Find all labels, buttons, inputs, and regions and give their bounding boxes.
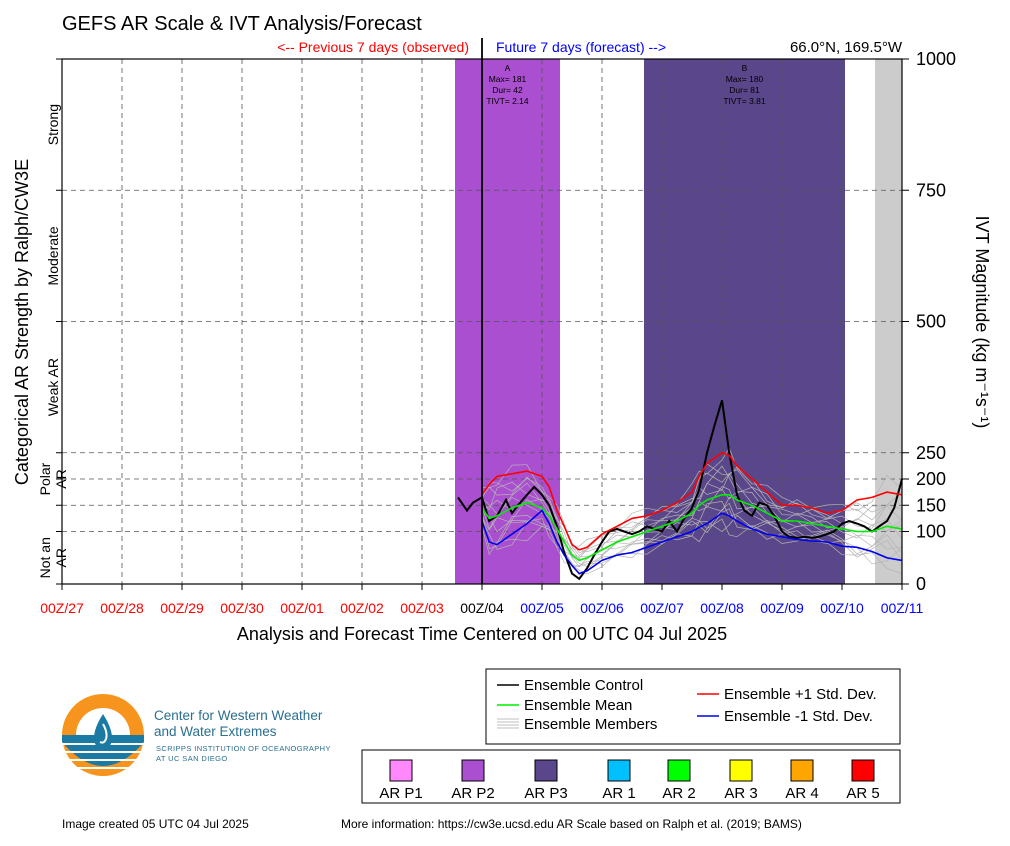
legend-box xyxy=(485,668,901,745)
ar-scale-label: AR 4 xyxy=(785,785,818,802)
ar-scale-swatch xyxy=(851,759,875,782)
ensemble-member-line xyxy=(481,501,903,567)
category-label: Moderate xyxy=(45,226,61,285)
ensemble-mean-line xyxy=(481,493,903,562)
ensemble-1-std-dev-line xyxy=(481,509,903,575)
cw3e-sub-line1: SCRIPPS INSTITUTION OF OCEANOGRAPHY xyxy=(156,744,331,753)
x-tick-label: 00Z/06 xyxy=(580,600,624,616)
y-tick-label: 0 xyxy=(916,574,926,594)
x-tick-label: 00Z/10 xyxy=(820,600,864,616)
ar-scale-swatch xyxy=(389,759,413,782)
cw3e-name-line1: Center for Western Weather xyxy=(154,708,323,723)
future-days-label: Future 7 days (forecast) --> xyxy=(496,39,666,55)
ar-scale-swatch xyxy=(461,759,485,782)
y-tick-label: 100 xyxy=(916,522,946,542)
ar-scale-swatch xyxy=(729,759,753,782)
ensemble-control-line xyxy=(457,400,903,581)
x-tick-label: 00Z/01 xyxy=(280,600,324,616)
ar-event-annotation: B xyxy=(742,63,748,73)
x-tick-label: 00Z/04 xyxy=(460,600,504,616)
ar-scale-swatch xyxy=(667,759,691,782)
y-tick-label: 1000 xyxy=(916,49,956,69)
ar-event-annotation: Max= 181 xyxy=(489,74,527,84)
ensemble-member-line xyxy=(481,463,903,554)
ar-event-annotation: A xyxy=(505,63,511,73)
category-label: Not an xyxy=(37,537,53,578)
legend-label: Ensemble Mean xyxy=(524,697,632,714)
legend-label: Ensemble +1 Std. Dev. xyxy=(724,686,877,703)
cw3e-logo-drop xyxy=(94,714,112,749)
cw3e-org-name: Center for Western Weather and Water Ext… xyxy=(154,708,364,740)
legend-label: Ensemble -1 Std. Dev. xyxy=(724,708,873,725)
x-tick-label: 00Z/28 xyxy=(100,600,144,616)
legend-label: Ensemble Members xyxy=(524,716,657,733)
x-tick-label: 00Z/08 xyxy=(700,600,744,616)
ar-event-annotation: TIVT= 2.14 xyxy=(486,96,529,106)
cw3e-name-line2: and Water Extremes xyxy=(154,724,277,739)
y-tick-label: 200 xyxy=(916,469,946,489)
x-tick-label: 00Z/11 xyxy=(881,600,924,616)
ensemble-member-line xyxy=(481,482,903,560)
previous-days-label: <-- Previous 7 days (observed) xyxy=(277,39,469,55)
ensemble-member-line xyxy=(481,465,903,553)
y-tick-label: 500 xyxy=(916,312,946,332)
cw3e-logo-water xyxy=(62,735,144,766)
category-label: Weak AR xyxy=(45,358,61,416)
x-tick-label: 00Z/07 xyxy=(640,600,684,616)
ar-event-annotation: Max= 180 xyxy=(726,74,764,84)
x-tick-label: 00Z/09 xyxy=(760,600,804,616)
ensemble-1-std-dev-line xyxy=(481,451,903,551)
category-label: AR xyxy=(53,469,69,488)
chart-title: GEFS AR Scale & IVT Analysis/Forecast xyxy=(62,13,422,35)
y-axis-title-left: Categorical AR Strength by Ralph/CW3E xyxy=(12,159,32,485)
ensemble-member-line xyxy=(481,473,903,559)
footer-more-info: More information: https://cw3e.ucsd.edu … xyxy=(341,817,802,831)
ar-scale-label: AR 1 xyxy=(602,785,635,802)
cw3e-sub-line2: AT UC SAN DIEGO xyxy=(156,754,228,763)
y-tick-label: 150 xyxy=(916,495,946,515)
ar-scale-swatch xyxy=(607,759,631,782)
ar-scale-label: AR P2 xyxy=(451,785,494,802)
cw3e-affiliation: SCRIPPS INSTITUTION OF OCEANOGRAPHY AT U… xyxy=(156,744,366,764)
location-label: 66.0°N, 169.5°W xyxy=(790,39,903,56)
ar-scale-label: AR 2 xyxy=(662,785,695,802)
ar-scale-label: AR P1 xyxy=(379,785,422,802)
y-tick-label: 250 xyxy=(916,443,946,463)
cw3e-logo-drop-swirl xyxy=(99,723,108,744)
category-label: Polar xyxy=(37,462,53,495)
x-tick-label: 00Z/05 xyxy=(520,600,564,616)
footer-created: Image created 05 UTC 04 Jul 2025 xyxy=(62,817,249,831)
x-tick-label: 00Z/27 xyxy=(40,600,84,616)
ar-event-annotation: Dur= 42 xyxy=(492,85,523,95)
ar-scale-swatch xyxy=(790,759,814,782)
ensemble-member-line xyxy=(482,447,903,547)
x-tick-label: 00Z/03 xyxy=(400,600,444,616)
ar-scale-label: AR 3 xyxy=(724,785,757,802)
x-axis-title: Analysis and Forecast Time Centered on 0… xyxy=(237,624,727,644)
category-label: Strong xyxy=(45,104,61,145)
legend-label: Ensemble Control xyxy=(524,677,643,694)
ar-event-annotation: TIVT= 3.81 xyxy=(723,96,766,106)
ensemble-member-line xyxy=(481,508,903,568)
ar-event-annotation: Dur= 81 xyxy=(729,85,760,95)
x-tick-label: 00Z/02 xyxy=(340,600,384,616)
y-tick-label: 750 xyxy=(916,180,946,200)
ar-scale-label: AR 5 xyxy=(846,785,879,802)
x-tick-label: 00Z/30 xyxy=(220,600,264,616)
ar-scale-swatch xyxy=(534,759,558,782)
ar-scale-label: AR P3 xyxy=(524,785,567,802)
x-tick-label: 00Z/29 xyxy=(160,600,204,616)
category-label: AR xyxy=(53,548,69,567)
y-axis-title-right: IVT Magnitude (kg m⁻¹s⁻¹) xyxy=(972,216,992,429)
